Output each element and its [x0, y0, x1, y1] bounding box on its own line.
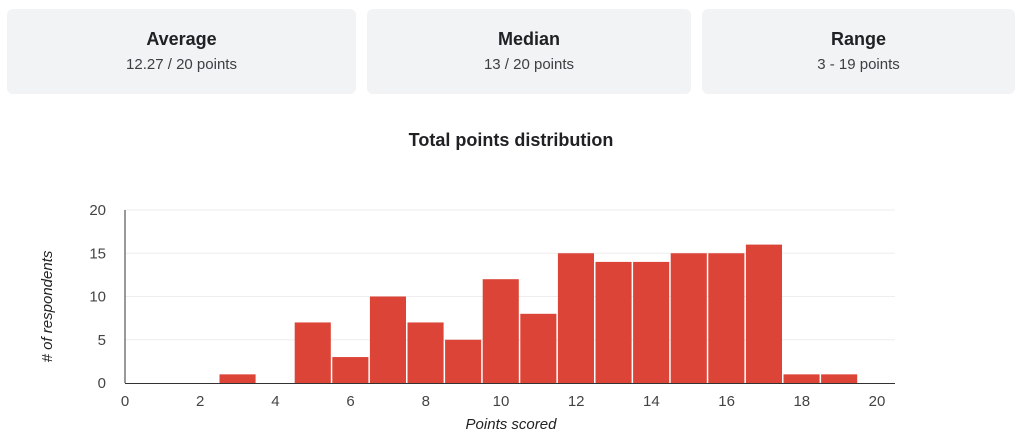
- range-value: 3 - 19 points: [817, 56, 900, 73]
- histogram-bar: [557, 253, 594, 383]
- x-tick-label: 14: [643, 393, 660, 410]
- y-tick-label: 10: [89, 289, 106, 306]
- histogram-bar: [708, 253, 745, 383]
- y-axis-label: # of respondents: [39, 250, 56, 362]
- y-tick-label: 0: [98, 375, 106, 392]
- median-title: Median: [497, 29, 560, 49]
- y-tick-label: 15: [89, 245, 106, 262]
- x-tick-label: 10: [493, 393, 510, 410]
- average-title: Average: [146, 29, 217, 49]
- x-tick-label: 6: [346, 393, 354, 410]
- histogram-bar: [332, 357, 369, 383]
- histogram-bar: [783, 374, 820, 383]
- histogram-bar: [445, 339, 482, 383]
- histogram-bar: [520, 313, 557, 383]
- x-tick-label: 16: [718, 393, 735, 410]
- histogram-bar: [595, 261, 632, 383]
- x-tick-label: 12: [568, 393, 585, 410]
- histogram-bar: [821, 374, 858, 383]
- histogram-bar: [219, 374, 256, 383]
- x-tick-label: 0: [121, 393, 129, 410]
- x-tick-label: 20: [869, 393, 886, 410]
- histogram-bar: [745, 244, 782, 383]
- range-card: Range 3 - 19 points: [702, 9, 1015, 94]
- x-tick-label: 4: [271, 393, 279, 410]
- median-value: 13 / 20 points: [483, 56, 575, 73]
- median-card: Median 13 / 20 points: [367, 9, 691, 94]
- range-title: Range: [830, 29, 886, 49]
- histogram-bar: [482, 279, 519, 383]
- histogram-bar: [633, 261, 670, 383]
- chart-title: Total points distribution: [408, 130, 614, 150]
- x-tick-label: 2: [196, 393, 204, 410]
- x-axis-label: Points scored: [466, 416, 558, 433]
- average-card: Average 12.27 / 20 points: [7, 9, 356, 94]
- average-value: 12.27 / 20 points: [126, 56, 237, 73]
- x-tick-label: 18: [793, 393, 810, 410]
- histogram-bar: [407, 322, 444, 383]
- histogram-bar: [670, 253, 707, 383]
- x-tick-label: 8: [422, 393, 430, 410]
- histogram-bar: [294, 322, 331, 383]
- y-tick-label: 20: [89, 202, 106, 219]
- histogram-bar: [369, 296, 406, 383]
- points-distribution-chart: 0 5 10 15 20 0 2 4 6 8 10 12 14 16 18 20 Points scored # …: [39, 202, 895, 433]
- y-tick-label: 5: [98, 332, 106, 349]
